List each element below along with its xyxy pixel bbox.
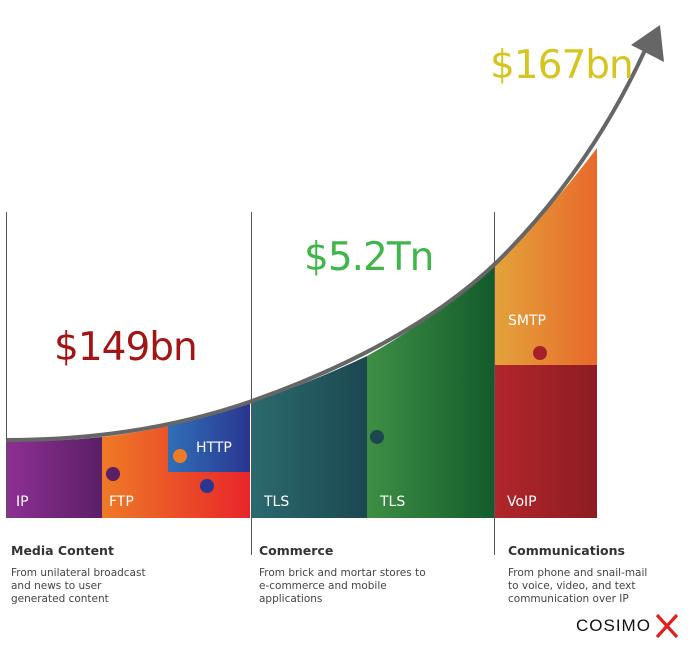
tls-label: TLS bbox=[379, 494, 405, 510]
section-description: From brick and mortar stores to e-commer… bbox=[259, 567, 426, 605]
arrow-head-icon bbox=[631, 25, 664, 62]
puzzle-knob bbox=[106, 467, 120, 481]
tls-block-1 bbox=[252, 356, 367, 518]
http-label: HTTP bbox=[196, 440, 232, 456]
tls-label: TLS bbox=[263, 494, 289, 510]
brand-logo: COSIMO bbox=[576, 612, 680, 640]
growth-curve bbox=[6, 49, 647, 442]
ip-block bbox=[7, 437, 102, 518]
section-description: From unilateral broadcast and news to us… bbox=[11, 567, 146, 605]
ftp-label: FTP bbox=[109, 494, 134, 510]
http-block bbox=[168, 403, 250, 472]
ip-label: IP bbox=[16, 494, 29, 510]
puzzle-knob bbox=[533, 346, 547, 360]
media-value: $149bn bbox=[54, 325, 198, 370]
section-title: Media Content bbox=[11, 543, 114, 558]
brand-name: COSIMO bbox=[576, 616, 651, 635]
section-title: Communications bbox=[508, 543, 625, 558]
smtp-block bbox=[495, 148, 597, 365]
puzzle-knob bbox=[200, 479, 214, 493]
smtp-label: SMTP bbox=[508, 313, 546, 329]
brand-x-icon bbox=[655, 613, 679, 639]
tls-block-2 bbox=[367, 266, 494, 518]
commerce-value: $5.2Tn bbox=[304, 235, 434, 280]
voip-block bbox=[495, 365, 597, 518]
section-description: From phone and snail-mail to voice, vide… bbox=[508, 567, 648, 605]
puzzle-knob bbox=[370, 430, 384, 444]
communications-value: $167bn bbox=[490, 43, 634, 88]
section-title: Commerce bbox=[259, 543, 334, 558]
voip-label: VoIP bbox=[507, 494, 537, 510]
puzzle-knob bbox=[173, 449, 187, 463]
